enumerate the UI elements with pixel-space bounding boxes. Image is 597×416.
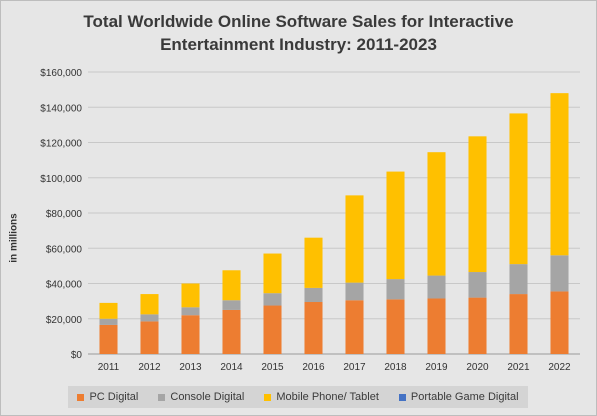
legend-item: Console Digital: [158, 391, 244, 403]
chart-title-line-1: Total Worldwide Online Software Sales fo…: [83, 12, 514, 31]
chart-legend: PC Digital Console Digital Mobile Phone/ T…: [68, 386, 528, 408]
bar-segment: [140, 294, 159, 315]
y-tick-label: $80,000: [46, 209, 83, 220]
bar-segment: [427, 298, 446, 354]
x-tick-label: 2011: [98, 362, 120, 373]
bar-segment: [386, 171, 405, 280]
legend-swatch: [158, 393, 166, 401]
y-tick-label: $20,000: [46, 315, 83, 326]
y-tick-label: $140,000: [40, 103, 82, 114]
bar-segment: [468, 272, 487, 298]
bar-segment: [181, 307, 200, 316]
y-tick-label: $0: [71, 350, 83, 361]
x-tick-label: 2017: [343, 362, 366, 373]
legend-item: PC Digital: [77, 391, 138, 403]
bar-segment: [345, 195, 364, 283]
bar-segment: [222, 300, 241, 310]
legend-swatch: [264, 393, 272, 401]
x-tick-label: 2020: [466, 362, 489, 373]
chart-title-line-2: Entertainment Industry: 2011-2023: [160, 35, 437, 54]
legend-label: PC Digital: [89, 391, 139, 403]
legend-swatch: [77, 393, 85, 401]
x-tick-label: 2016: [302, 362, 325, 373]
bar-segment: [386, 299, 405, 354]
bar-segment: [99, 318, 118, 325]
bar-segment: [550, 93, 569, 256]
bar-segment: [509, 264, 528, 295]
bar-segment: [222, 270, 241, 301]
bar-segment: [304, 287, 323, 303]
bar-segment: [140, 321, 159, 354]
x-tick-label: 2012: [138, 362, 161, 373]
y-tick-label: $40,000: [46, 280, 83, 291]
legend-label: Portable Game Digital: [410, 391, 519, 403]
x-tick-label: 2014: [220, 362, 243, 373]
legend-swatch: [398, 393, 406, 401]
legend-label: Console Digital: [170, 391, 245, 403]
y-tick-label: $100,000: [40, 174, 82, 185]
bar-segment: [427, 275, 446, 299]
x-tick-label: 2022: [548, 362, 571, 373]
bar-segment: [304, 237, 323, 288]
chart-title: Total Worldwide Online Software Sales fo…: [0, 10, 597, 56]
bar-segment: [99, 302, 118, 319]
x-tick-label: 2013: [179, 362, 202, 373]
bar-segment: [181, 315, 200, 354]
y-tick-label: $120,000: [40, 139, 82, 150]
x-tick-label: 2015: [261, 362, 284, 373]
bar-segment: [550, 291, 569, 354]
bar-segment: [263, 293, 282, 306]
bar-segment: [99, 324, 118, 354]
legend-item: Portable Game Digital: [398, 391, 519, 403]
bar-segment: [427, 152, 446, 276]
bar-segment: [509, 113, 528, 265]
bar-segment: [345, 282, 364, 301]
legend-item: Mobile Phone/ Tablet: [264, 391, 379, 403]
bar-segment: [222, 309, 241, 354]
bar-segment: [345, 300, 364, 354]
bar-segment: [468, 136, 487, 273]
legend-label: Mobile Phone/ Tablet: [276, 391, 379, 403]
x-tick-label: 2019: [425, 362, 448, 373]
bar-segment: [181, 283, 200, 308]
y-tick-label: $60,000: [46, 244, 83, 255]
bar-segment: [304, 302, 323, 354]
bar-segment: [550, 255, 569, 292]
bar-segment: [140, 314, 159, 322]
bar-segment: [263, 305, 282, 354]
x-tick-label: 2021: [507, 362, 530, 373]
y-tick-label: $160,000: [40, 68, 82, 79]
bar-segment: [509, 294, 528, 354]
bar-segment: [386, 279, 405, 300]
bar-segment: [468, 297, 487, 354]
x-tick-label: 2018: [384, 362, 407, 373]
bar-segment: [263, 253, 282, 294]
